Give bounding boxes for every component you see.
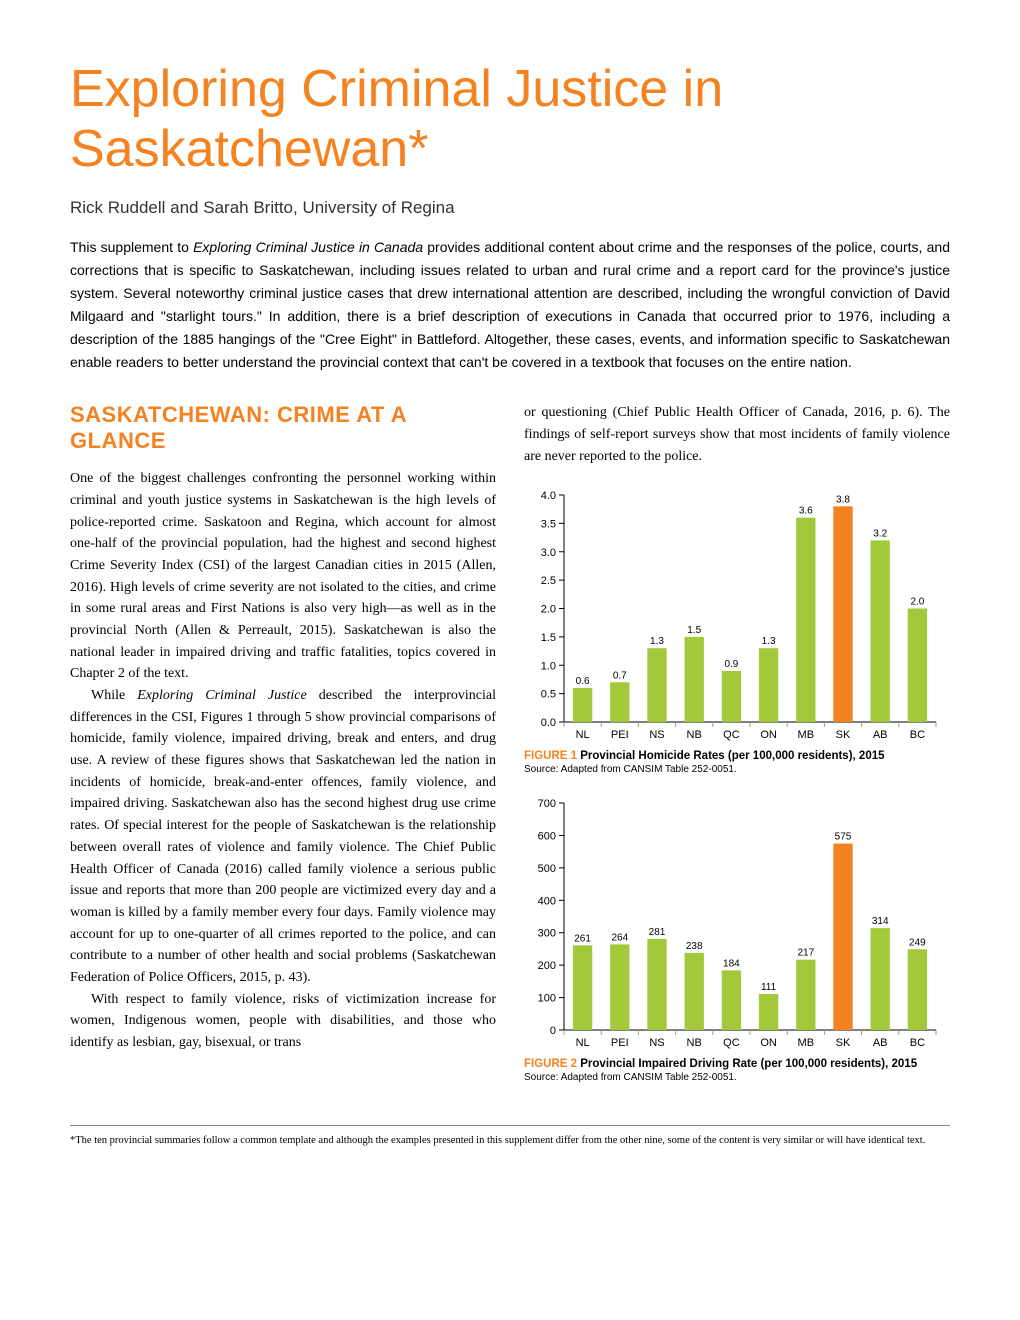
para2-italic: Exploring Criminal Justice [137, 688, 307, 703]
svg-text:NL: NL [576, 729, 590, 741]
figure-1-number: FIGURE 1 [524, 750, 577, 762]
svg-text:500: 500 [538, 863, 556, 875]
svg-text:249: 249 [909, 937, 926, 948]
abstract-text-pre: This supplement to [70, 239, 193, 255]
figure-1-chart: 0.0 0.5 1.0 1.5 2.0 2.5 3.0 3.5 4.0 0.6 NL 0.7 PEI 1.… [524, 481, 944, 746]
paragraph-2: While Exploring Criminal Justice describ… [70, 685, 496, 989]
abstract-text-post: provides additional content about crime … [70, 239, 950, 370]
para2-pre: While [91, 688, 137, 703]
abstract-italic: Exploring Criminal Justice in Canada [193, 239, 423, 255]
svg-text:200: 200 [538, 960, 556, 972]
svg-text:ON: ON [760, 729, 777, 741]
svg-text:QC: QC [723, 729, 740, 741]
figure-2-block: 0 100 200 300 400 500 600 700 261 NL 264 PEI 281 NS 23… [524, 789, 950, 1083]
svg-text:184: 184 [723, 959, 740, 970]
svg-text:SK: SK [836, 1037, 851, 1049]
svg-text:ON: ON [760, 1037, 777, 1049]
svg-text:0.5: 0.5 [541, 689, 556, 701]
svg-text:QC: QC [723, 1037, 740, 1049]
svg-text:238: 238 [686, 941, 703, 952]
svg-text:2.0: 2.0 [541, 604, 556, 616]
svg-text:BC: BC [910, 1037, 925, 1049]
svg-text:3.2: 3.2 [873, 529, 887, 540]
paragraph-3: With respect to family violence, risks o… [70, 989, 496, 1054]
section-heading: SASKATCHEWAN: CRIME AT A GLANCE [70, 402, 496, 454]
svg-text:100: 100 [538, 993, 556, 1005]
paragraph-1: One of the biggest challenges confrontin… [70, 468, 496, 685]
right-intro-text: or questioning (Chief Public Health Offi… [524, 402, 950, 467]
footnote-divider [70, 1125, 950, 1126]
svg-text:700: 700 [538, 798, 556, 810]
svg-text:AB: AB [873, 729, 888, 741]
figure-2-source: Source: Adapted from CANSIM Table 252-00… [524, 1072, 950, 1083]
svg-text:NS: NS [649, 1037, 664, 1049]
svg-text:BC: BC [910, 729, 925, 741]
svg-text:264: 264 [611, 933, 628, 944]
svg-text:2.5: 2.5 [541, 575, 556, 587]
svg-text:NS: NS [649, 729, 664, 741]
authors-line: Rick Ruddell and Sarah Britto, Universit… [70, 198, 950, 218]
footnote-text: *The ten provincial summaries follow a c… [70, 1134, 950, 1148]
figure-1-block: 0.0 0.5 1.0 1.5 2.0 2.5 3.0 3.5 4.0 0.6 NL 0.7 PEI 1.… [524, 481, 950, 775]
figure-2-caption: FIGURE 2 Provincial Impaired Driving Rat… [524, 1058, 950, 1070]
svg-text:0.9: 0.9 [724, 659, 738, 670]
abstract-paragraph: This supplement to Exploring Criminal Ju… [70, 236, 950, 375]
svg-text:MB: MB [798, 1037, 815, 1049]
figure-2-title: Provincial Impaired Driving Rate (per 10… [580, 1058, 917, 1070]
svg-text:217: 217 [797, 948, 814, 959]
svg-text:0.7: 0.7 [613, 670, 627, 681]
figure-1-caption: FIGURE 1 Provincial Homicide Rates (per … [524, 750, 950, 762]
svg-text:PEI: PEI [611, 1037, 629, 1049]
svg-text:1.3: 1.3 [762, 636, 776, 647]
svg-text:575: 575 [835, 832, 852, 843]
svg-text:MB: MB [798, 729, 815, 741]
svg-text:3.8: 3.8 [836, 495, 850, 506]
svg-text:2.0: 2.0 [910, 597, 924, 608]
figure-2-chart: 0 100 200 300 400 500 600 700 261 NL 264 PEI 281 NS 23… [524, 789, 944, 1054]
svg-text:111: 111 [761, 982, 777, 993]
svg-text:PEI: PEI [611, 729, 629, 741]
right-column: or questioning (Chief Public Health Offi… [524, 402, 950, 1097]
svg-text:0.6: 0.6 [576, 676, 590, 687]
figure-2-number: FIGURE 2 [524, 1058, 577, 1070]
svg-text:AB: AB [873, 1037, 888, 1049]
svg-text:314: 314 [872, 916, 889, 927]
svg-text:NL: NL [576, 1037, 590, 1049]
svg-text:1.0: 1.0 [541, 660, 556, 672]
figure-1-title: Provincial Homicide Rates (per 100,000 r… [580, 750, 884, 762]
svg-text:1.5: 1.5 [687, 625, 701, 636]
svg-text:600: 600 [538, 831, 556, 843]
body-text-block: One of the biggest challenges confrontin… [70, 468, 496, 1054]
svg-text:SK: SK [836, 729, 851, 741]
svg-text:3.5: 3.5 [541, 519, 556, 531]
svg-text:0: 0 [550, 1025, 556, 1037]
svg-text:261: 261 [574, 934, 591, 945]
svg-text:3.0: 3.0 [541, 547, 556, 559]
svg-text:4.0: 4.0 [541, 490, 556, 502]
svg-text:1.3: 1.3 [650, 636, 664, 647]
svg-text:281: 281 [649, 927, 666, 938]
two-column-layout: SASKATCHEWAN: CRIME AT A GLANCE One of t… [70, 402, 950, 1097]
figure-1-source: Source: Adapted from CANSIM Table 252-00… [524, 764, 950, 775]
left-column: SASKATCHEWAN: CRIME AT A GLANCE One of t… [70, 402, 496, 1097]
svg-text:1.5: 1.5 [541, 632, 556, 644]
svg-text:NB: NB [687, 729, 702, 741]
svg-text:0.0: 0.0 [541, 717, 556, 729]
svg-text:300: 300 [538, 928, 556, 940]
svg-text:NB: NB [687, 1037, 702, 1049]
svg-text:3.6: 3.6 [799, 506, 813, 517]
para2-post: described the interprovincial difference… [70, 688, 496, 985]
page-title: Exploring Criminal Justice in Saskatchew… [70, 60, 950, 180]
svg-text:400: 400 [538, 896, 556, 908]
